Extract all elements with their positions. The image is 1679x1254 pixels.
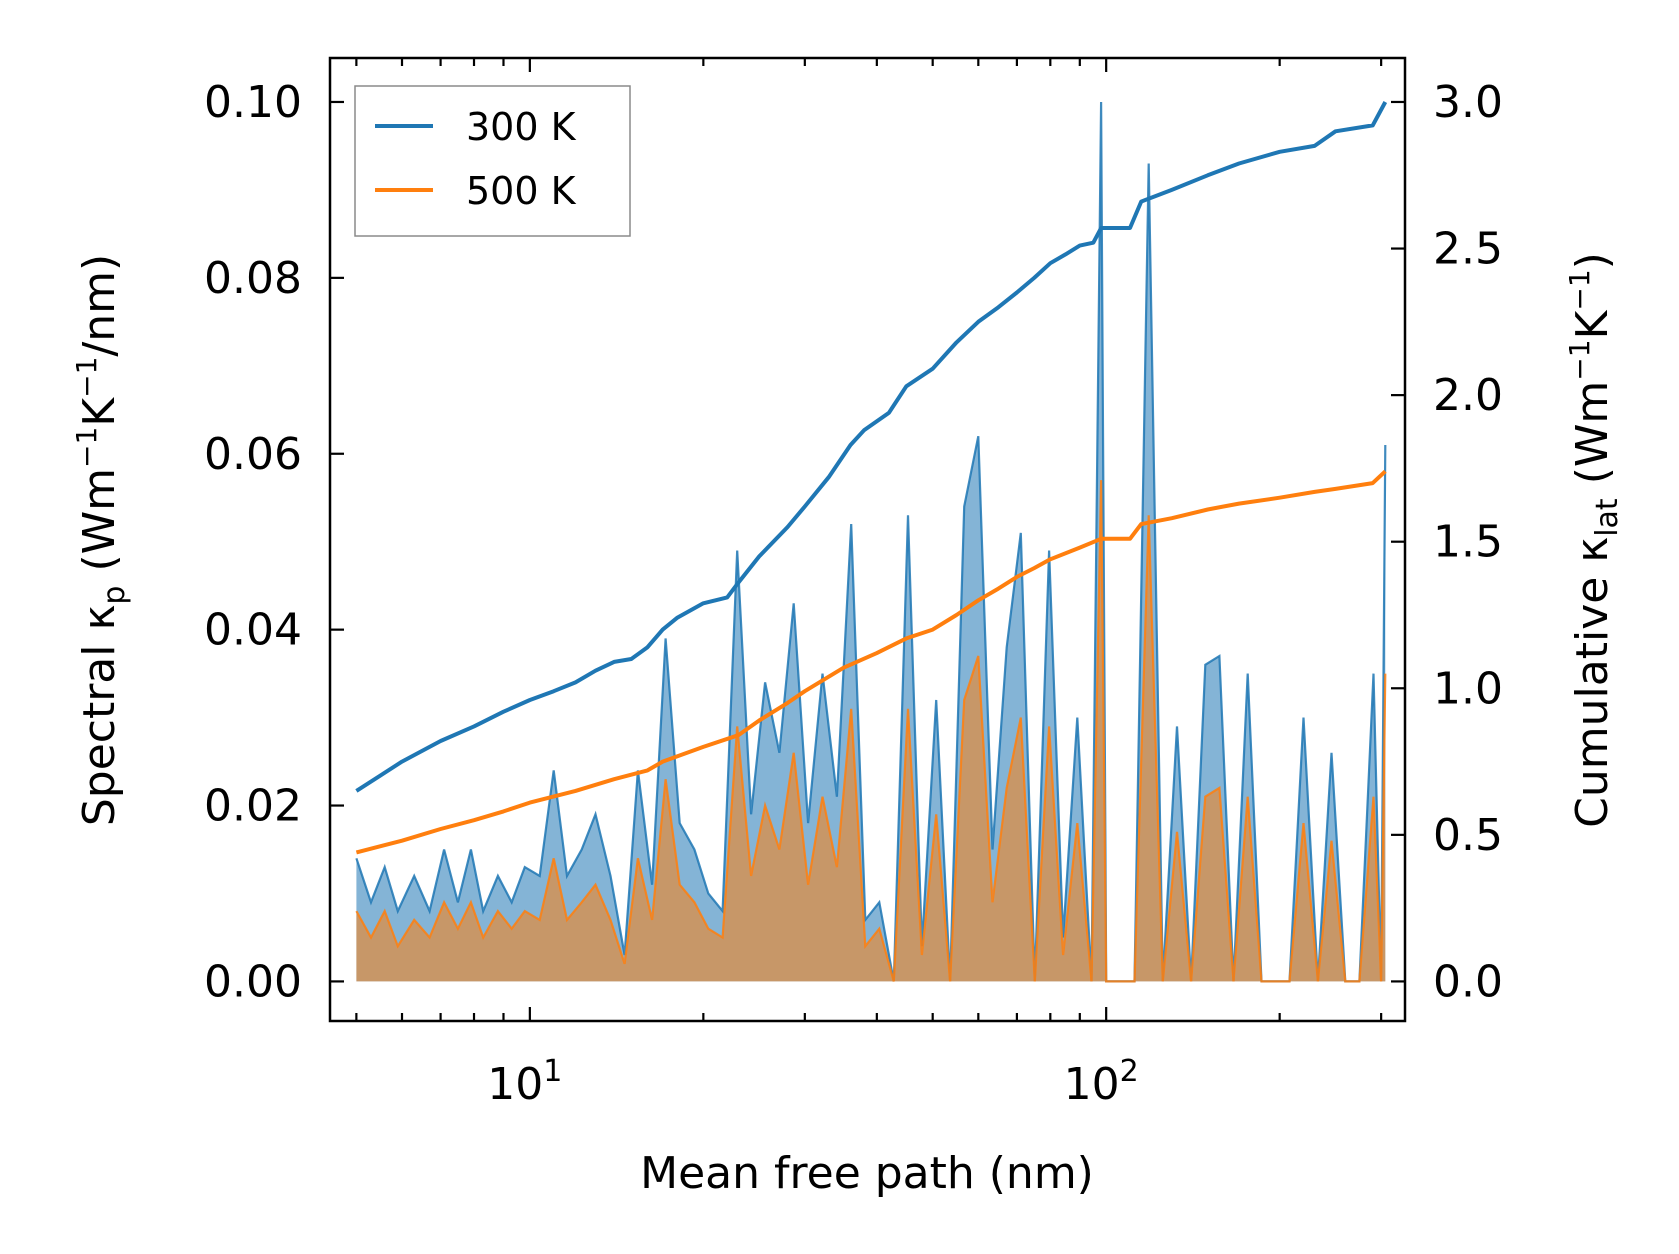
legend-frame — [354, 85, 631, 237]
spectral-line-300-k-spectral — [355, 101, 1387, 983]
y-left-tick-label: 0.02 — [204, 781, 302, 832]
y-left-tick-label: 0.08 — [204, 253, 302, 304]
y-right-tick-label: 0.0 — [1433, 956, 1503, 1007]
y-left-tick-label: 0.10 — [204, 77, 302, 128]
y-right-tick-label: 2.0 — [1433, 370, 1503, 421]
y-axis-title-left: Spectral κp (Wm−1K−1/nm) — [70, 254, 132, 826]
y-right-tick-label: 0.5 — [1433, 810, 1503, 861]
axis-ticks: 0.00 0.02 0.04 0.06 0.08 0.10 0.0 0.5 1.0 1.5 2.0 2… — [204, 58, 1503, 1110]
y-left-tick-label: 0.00 — [204, 956, 302, 1007]
x-tick-label: 101 — [487, 1054, 562, 1110]
y-right-tick-label: 3.0 — [1433, 77, 1503, 128]
legend-label-300k: 300 K — [466, 105, 577, 149]
series-line-500-k — [355, 469, 1387, 855]
spectral-area-500-k-spectral — [356, 480, 1386, 982]
cumulative-lines — [355, 101, 1388, 855]
y-right-tick-label: 1.0 — [1433, 663, 1503, 714]
legend: 300 K 500 K — [354, 85, 631, 237]
x-tick-label: 102 — [1064, 1054, 1139, 1110]
x-axis-title: Mean free path (nm) — [640, 1148, 1094, 1199]
y-right-tick-label: 2.5 — [1433, 224, 1503, 275]
series-line-300-k — [355, 101, 1388, 793]
y-left-tick-label: 0.04 — [204, 605, 302, 656]
spectral-line-500-k-spectral — [355, 480, 1387, 983]
plot-frame — [328, 56, 1407, 1023]
y-left-tick-label: 0.06 — [204, 429, 302, 480]
legend-label-500k: 500 K — [466, 169, 577, 213]
spectral-fills — [355, 101, 1387, 983]
y-axis-title-right: Cumulative κlat (Wm−1K−1) — [1563, 252, 1625, 828]
y-right-tick-label: 1.5 — [1433, 517, 1503, 568]
